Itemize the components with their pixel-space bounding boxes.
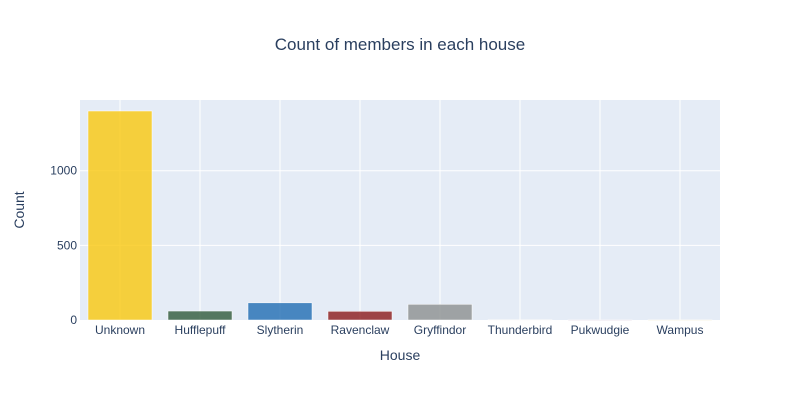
y-tick-label: 0 [70,313,77,327]
x-axis-ticks: Unknown Hufflepuff Slytherin Ravenclaw Gryff… [95,323,703,337]
x-tick-label: Pukwudgie [571,323,630,337]
bar-unknown[interactable] [87,110,153,321]
x-tick-label: Unknown [95,323,145,337]
gridlines [80,100,720,320]
bars [87,110,713,321]
bar-hufflepuff[interactable] [167,310,233,321]
bar-pukwudgie[interactable] [567,319,633,321]
bar-wampus[interactable] [647,319,713,321]
y-axis-title: Count [11,191,27,228]
plot-area [80,100,720,320]
x-tick-label: Slytherin [257,323,304,337]
x-tick-label: Ravenclaw [331,323,390,337]
y-tick-label: 500 [57,238,77,252]
bar-slytherin[interactable] [247,302,313,321]
x-axis-title: House [380,347,421,363]
x-tick-label: Gryffindor [414,323,466,337]
bar-ravenclaw[interactable] [327,311,393,321]
y-axis-ticks: 0 500 1000 [50,164,77,327]
y-tick-label: 1000 [50,164,77,178]
x-tick-label: Hufflepuff [175,323,227,337]
x-tick-label: Thunderbird [488,323,553,337]
bar-thunderbird[interactable] [487,319,553,321]
x-tick-label: Wampus [657,323,704,337]
chart-title: Count of members in each house [275,35,525,54]
bar-gryffindor[interactable] [407,304,473,321]
